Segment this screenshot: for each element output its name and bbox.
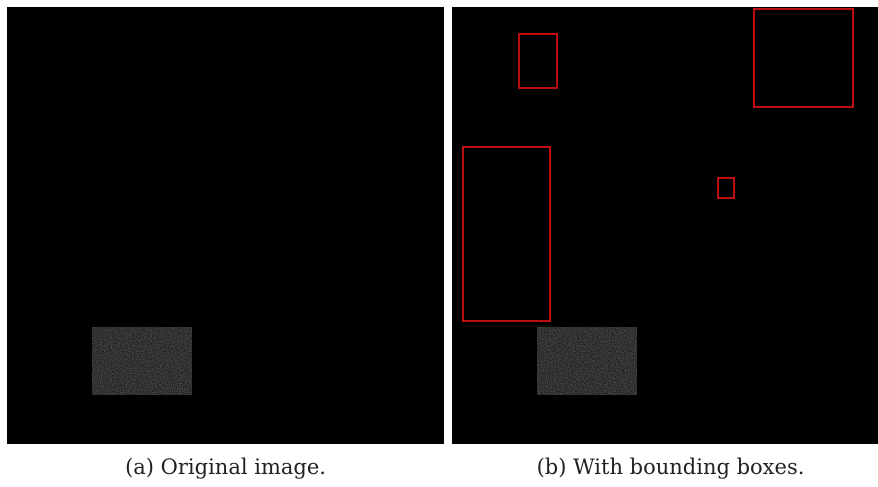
caption-a: (a) Original image. (125, 455, 326, 479)
noise-patch: 白 白 (92, 327, 192, 395)
original-image: 白 白 (92, 327, 192, 395)
original-image-panel: 白 白 (7, 7, 444, 444)
caption-b: (b) With bounding boxes. (536, 455, 805, 479)
bounding-box-image-panel: 白 白 (452, 7, 878, 444)
bounding-box-image: 白 白 (537, 327, 637, 395)
noise-patch: 白 白 (537, 327, 637, 395)
